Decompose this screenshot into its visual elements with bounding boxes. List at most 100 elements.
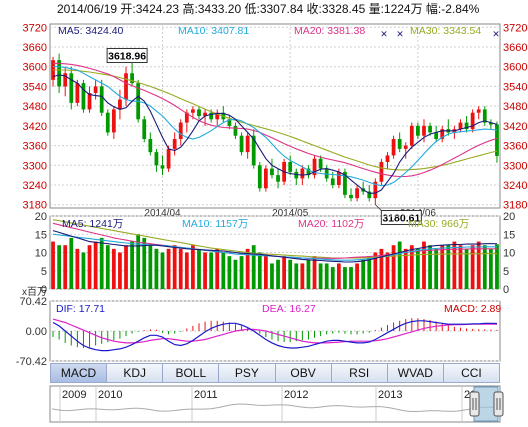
volume-bar (288, 259, 293, 289)
price-x-tick: 2014/05 (272, 208, 309, 219)
price-tick-right: 3420 (503, 121, 527, 133)
overview-left-handle[interactable] (469, 391, 480, 417)
volume-bar (63, 245, 68, 289)
volume-bar (440, 245, 445, 289)
price-ma5-line (52, 74, 498, 194)
volume-tick-right: 0 (503, 284, 509, 296)
volume-legend-ma20: MA20: 1102万 (298, 218, 364, 230)
candle-body (203, 112, 207, 116)
candle-body (172, 139, 177, 149)
price-tick-right: 3240 (503, 180, 527, 192)
volume-bar (99, 237, 104, 289)
volume-tick-left: 0 (41, 284, 47, 296)
volume-tick-left: 15 (35, 229, 47, 241)
tab-psy[interactable]: PSY (218, 363, 275, 383)
volume-bar (124, 245, 128, 289)
volume-bar (178, 248, 183, 289)
volume-vol_ma5-line (52, 230, 497, 263)
overview-right-handle[interactable] (493, 391, 504, 417)
volume-legend-ma10: MA10: 1157万 (182, 218, 248, 230)
candle-body (422, 125, 426, 136)
volume-bar (197, 248, 201, 289)
tab-rsi[interactable]: RSI (330, 363, 387, 383)
candle-body (124, 73, 128, 100)
candle-body (397, 139, 402, 149)
candle-body (93, 86, 98, 93)
volume-legend-ma30: MA30: 966万 (408, 218, 469, 230)
volume-bar (324, 263, 329, 289)
price-tick-right: 3600 (503, 62, 527, 74)
volume-tick-right: 15 (503, 229, 515, 241)
volume-bar (409, 245, 414, 289)
candle-body (355, 188, 359, 199)
candle-body (81, 83, 86, 110)
volume-bar (51, 241, 55, 289)
volume-bar (203, 252, 207, 289)
macd-unit-label: x百万 (22, 286, 47, 298)
candle-body (336, 171, 341, 185)
macd-legend-macd: MACD: 2.89 (444, 303, 501, 315)
price-x-tick: 2014/04 (144, 208, 181, 219)
price-panel (49, 23, 501, 209)
price-ma20-line (53, 62, 498, 178)
price-tick-right: 3660 (503, 42, 527, 54)
volume-bar (312, 256, 317, 289)
volume-bar (87, 245, 92, 289)
candle-body (318, 158, 323, 169)
tab-macd[interactable]: MACD (50, 363, 107, 383)
volume-bar (367, 256, 372, 289)
candle-body (154, 152, 159, 166)
volume-bar (263, 256, 268, 289)
volume-bar (239, 256, 244, 289)
candle-body (379, 162, 384, 182)
volume-bar (355, 263, 359, 289)
price-tick-left: 3300 (23, 160, 47, 172)
annotation-leader (375, 204, 382, 211)
candle-body (464, 122, 469, 130)
candle-body (349, 194, 353, 199)
volume-bar (482, 245, 487, 289)
candle-body (373, 181, 378, 199)
volume-bar (184, 252, 189, 289)
volume-bar (343, 267, 347, 289)
candle-body (233, 125, 238, 136)
candle-body (118, 99, 122, 110)
price-tick-left: 3240 (23, 180, 47, 192)
volume-bar (428, 245, 432, 289)
volume-bar (470, 245, 475, 289)
volume-bar (300, 263, 305, 289)
overview-year-label: 2009 (62, 389, 86, 401)
candle-body (99, 86, 104, 113)
candle-body (178, 122, 183, 139)
tab-cci[interactable]: CCI (442, 363, 500, 383)
price-ma10-line (53, 66, 498, 187)
volume-bar (209, 252, 214, 289)
candle-body (306, 168, 311, 176)
tab-wvad[interactable]: WVAD (386, 363, 443, 383)
tab-kdj[interactable]: KDJ (106, 363, 163, 383)
price-tick-right: 3360 (503, 141, 527, 153)
volume-bar (294, 263, 299, 289)
volume-bar (385, 252, 390, 289)
candle-body (300, 168, 305, 179)
price-tick-left: 3540 (23, 81, 47, 93)
candle-body (458, 122, 463, 130)
marker-icon: ✕ (396, 29, 404, 39)
tab-boll[interactable]: BOLL (162, 363, 219, 383)
volume-bar (154, 248, 159, 289)
volume-legend-ma5: MA5: 1241万 (62, 218, 123, 230)
macd-legend-dea: DEA: 16.27 (262, 303, 316, 315)
volume-bar (148, 245, 153, 289)
candle-body (330, 178, 335, 185)
volume-bar (233, 259, 238, 289)
price-legend-ma30: MA30: 3343.54 (410, 25, 481, 37)
volume-bar (458, 245, 463, 289)
overview-year-label: 2010 (98, 389, 122, 401)
candle-body (69, 73, 74, 103)
candle-body (367, 191, 372, 199)
candle-body (440, 129, 445, 139)
marker-icon: ✕ (492, 29, 500, 39)
volume-bar (136, 234, 141, 289)
volume-bar (397, 241, 402, 289)
tab-obv[interactable]: OBV (274, 363, 331, 383)
